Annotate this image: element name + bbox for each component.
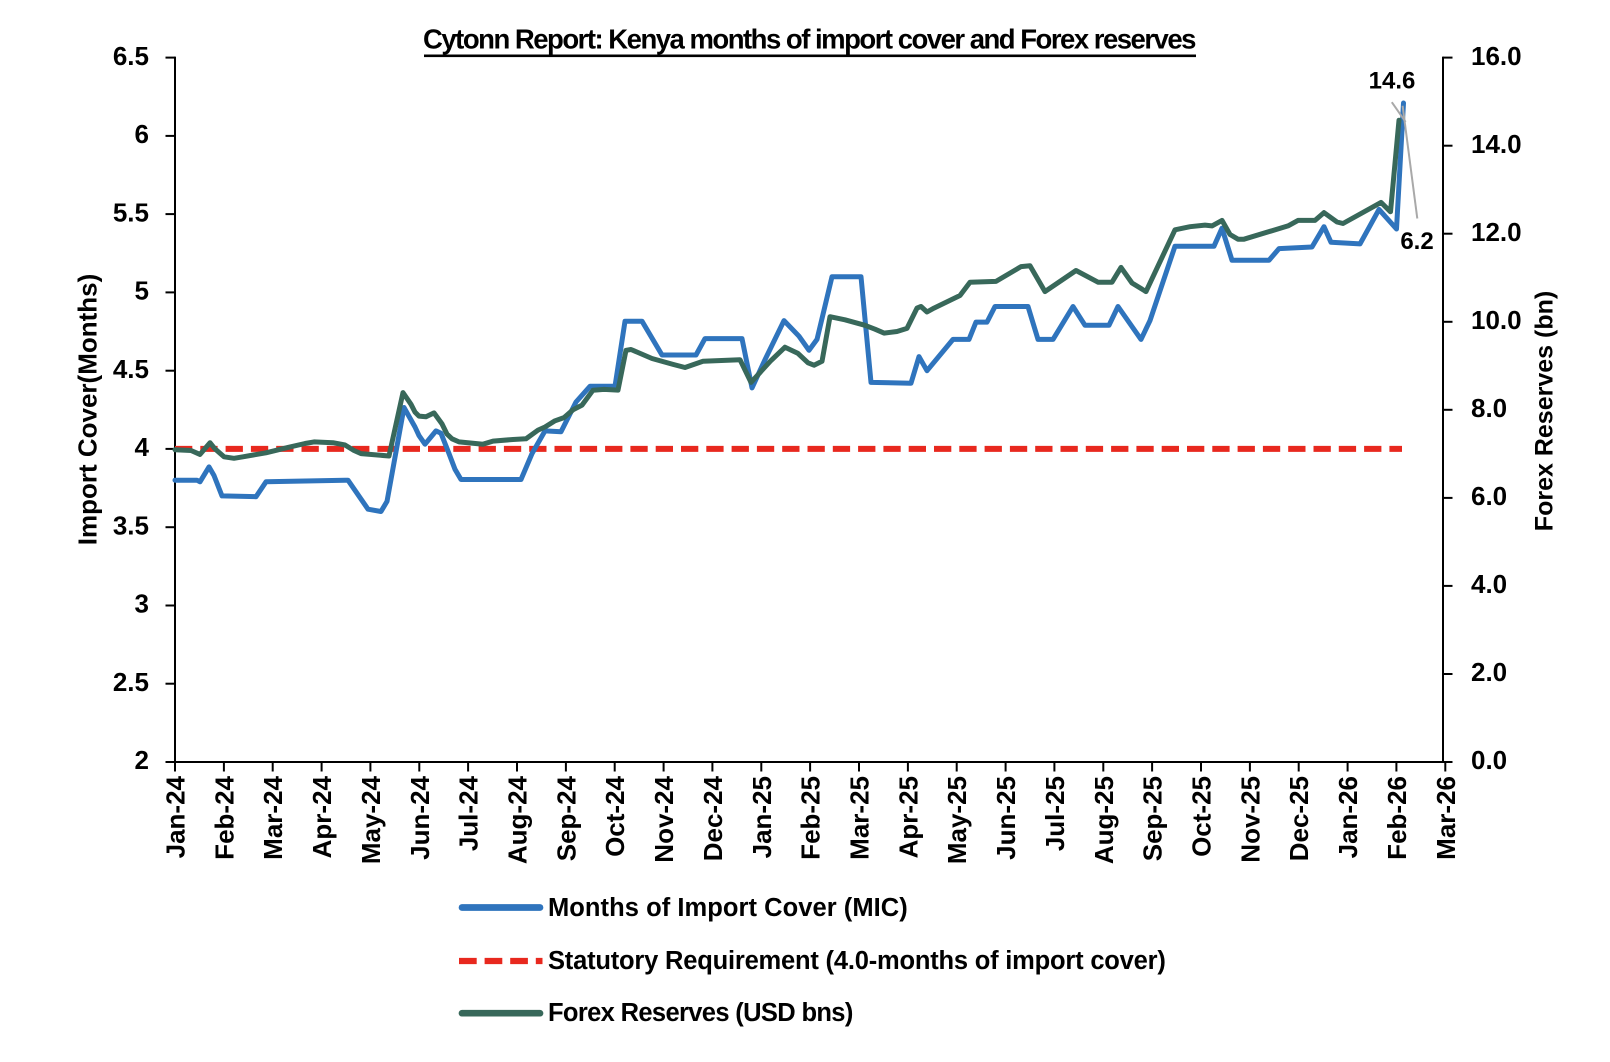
svg-text:12.0: 12.0 — [1471, 217, 1522, 247]
svg-text:2.5: 2.5 — [113, 667, 149, 697]
svg-text:Months of Import Cover (MIC): Months of Import Cover (MIC) — [548, 894, 908, 922]
svg-text:Jun-25: Jun-25 — [991, 776, 1021, 860]
svg-text:Import Cover(Months): Import Cover(Months) — [73, 274, 103, 546]
svg-text:3.5: 3.5 — [113, 510, 149, 540]
svg-text:5.5: 5.5 — [113, 197, 149, 227]
svg-text:0.0: 0.0 — [1471, 745, 1507, 775]
svg-text:Feb-25: Feb-25 — [796, 776, 826, 860]
svg-text:Oct-25: Oct-25 — [1187, 776, 1217, 857]
svg-text:Jan-25: Jan-25 — [747, 776, 777, 858]
svg-text:6.2: 6.2 — [1400, 228, 1433, 255]
svg-text:Feb-26: Feb-26 — [1382, 776, 1412, 860]
svg-text:4.0: 4.0 — [1471, 569, 1507, 599]
svg-text:Forex Reserves (bn): Forex Reserves (bn) — [1531, 291, 1559, 531]
svg-text:Feb-24: Feb-24 — [209, 775, 239, 859]
svg-text:3: 3 — [135, 589, 149, 619]
svg-text:Jul-25: Jul-25 — [1040, 776, 1070, 851]
svg-text:Aug-24: Aug-24 — [503, 775, 533, 864]
svg-text:Aug-25: Aug-25 — [1089, 776, 1119, 864]
svg-text:Dec-24: Dec-24 — [698, 775, 728, 861]
svg-text:2.0: 2.0 — [1471, 657, 1507, 687]
svg-text:Dec-25: Dec-25 — [1284, 776, 1314, 861]
svg-text:Jan-24: Jan-24 — [161, 775, 191, 858]
svg-text:4.5: 4.5 — [113, 354, 149, 384]
svg-text:Sep-24: Sep-24 — [551, 775, 581, 861]
svg-text:10.0: 10.0 — [1471, 305, 1522, 335]
svg-text:Mar-24: Mar-24 — [258, 775, 288, 859]
svg-text:Mar-25: Mar-25 — [845, 776, 875, 860]
svg-text:6.0: 6.0 — [1471, 481, 1507, 511]
svg-text:May-24: May-24 — [356, 775, 386, 864]
svg-text:Mar-26: Mar-26 — [1431, 776, 1461, 860]
svg-text:Nov-25: Nov-25 — [1235, 776, 1265, 863]
svg-text:2: 2 — [135, 745, 149, 775]
svg-text:Nov-24: Nov-24 — [649, 775, 679, 862]
svg-text:16.0: 16.0 — [1471, 41, 1522, 71]
svg-text:Jan-26: Jan-26 — [1333, 776, 1363, 858]
svg-text:4: 4 — [135, 432, 150, 462]
svg-text:Jun-24: Jun-24 — [405, 775, 435, 859]
svg-text:Statutory Requirement (4.0-mon: Statutory Requirement (4.0-months of imp… — [548, 947, 1166, 975]
svg-text:Jul-24: Jul-24 — [454, 775, 484, 851]
svg-text:Cytonn Report: Kenya months of: Cytonn Report: Kenya months of import co… — [423, 24, 1196, 55]
svg-text:Apr-24: Apr-24 — [307, 775, 337, 858]
svg-text:5: 5 — [135, 276, 149, 306]
svg-text:14.6: 14.6 — [1369, 68, 1416, 95]
svg-text:8.0: 8.0 — [1471, 393, 1507, 423]
svg-text:6.5: 6.5 — [113, 41, 149, 71]
svg-text:Forex Reserves (USD bns): Forex Reserves (USD bns) — [548, 999, 853, 1027]
svg-text:May-25: May-25 — [942, 776, 972, 864]
svg-text:6: 6 — [135, 119, 149, 149]
svg-text:14.0: 14.0 — [1471, 129, 1522, 159]
svg-text:Sep-25: Sep-25 — [1138, 776, 1168, 861]
svg-text:Apr-25: Apr-25 — [893, 776, 923, 858]
svg-text:Oct-24: Oct-24 — [600, 775, 630, 856]
